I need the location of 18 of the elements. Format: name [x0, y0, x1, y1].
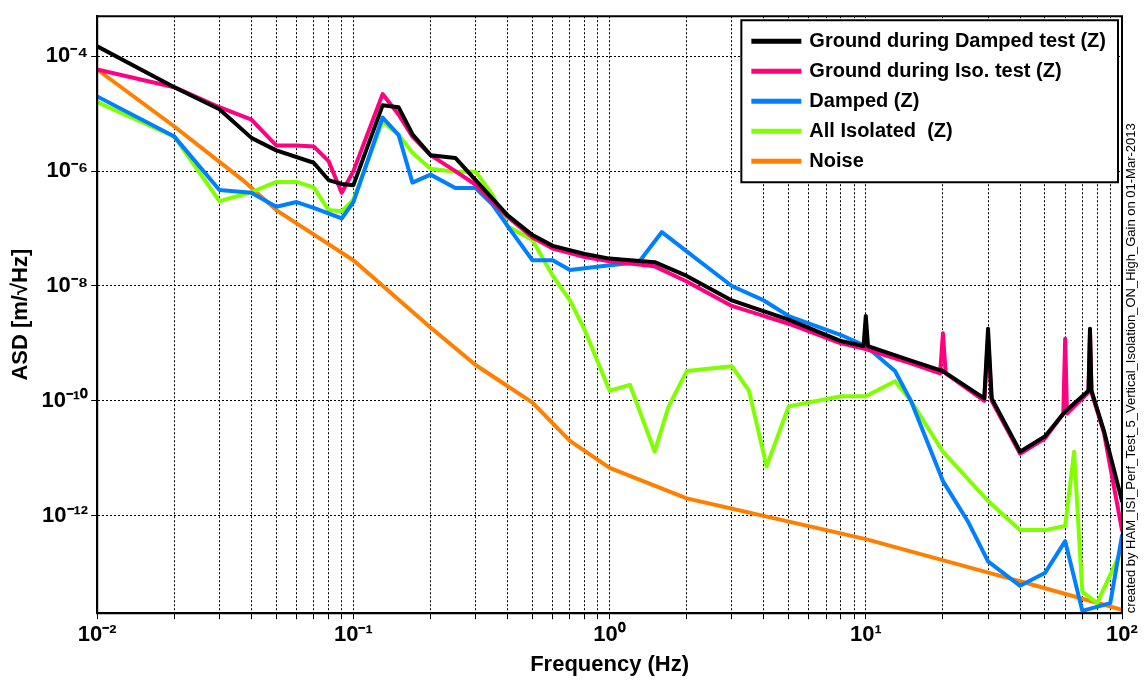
legend-label: Ground during Damped test (Z) — [809, 28, 1107, 51]
x-axis-title: Frequency (Hz) — [530, 650, 690, 676]
x-tick-label: 10⁰ — [593, 621, 626, 647]
legend-label: Damped (Z) — [809, 88, 920, 111]
y-axis-title: ASD [m/√Hz] — [7, 248, 33, 381]
y-tick-label: 10⁻⁴ — [45, 42, 89, 68]
x-tick-label: 10⁻¹ — [334, 621, 373, 647]
y-tick-label: 10⁻¹⁰ — [41, 386, 89, 412]
y-tick-label: 10⁻⁶ — [46, 157, 89, 183]
x-tick-label: 10² — [1106, 621, 1138, 647]
legend-label: Ground during Iso. test (Z) — [809, 58, 1062, 81]
x-tick-label: 10⁻² — [77, 621, 117, 647]
y-tick-label: 10⁻¹² — [42, 501, 89, 527]
text: created by HAM_ISI_Perf_Test_5_Vertical_Isolation_ON_High_Gain on 01-Mar-2013 — [1123, 123, 1139, 614]
y-tick-label: 10⁻⁸ — [46, 272, 89, 298]
legend-label: Noise — [809, 148, 864, 171]
legend-label: All Isolated (Z) — [809, 118, 953, 141]
x-tick-label: 10¹ — [849, 621, 882, 647]
